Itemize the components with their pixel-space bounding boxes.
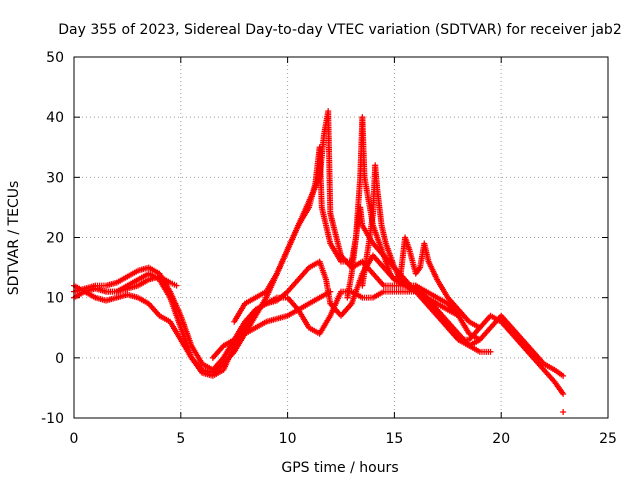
y-tick-label: 50 (46, 50, 64, 66)
x-tick-label: 10 (279, 431, 297, 447)
data-point (560, 408, 567, 415)
data-point (476, 336, 483, 343)
y-tick-label: 30 (46, 170, 64, 186)
y-tick-label: 20 (46, 231, 64, 247)
grid (74, 57, 608, 418)
data-point (560, 390, 567, 397)
y-tick-label: 10 (46, 291, 64, 307)
axis-ticks: 0 5 10 15 20 25 -10 0 10 20 30 40 50 (41, 50, 617, 447)
plot-frame (73, 56, 609, 419)
y-tick-label: 40 (46, 110, 64, 126)
chart-title: Day 355 of 2023, Sidereal Day-to-day VTE… (58, 22, 621, 38)
x-axis-label: GPS time / hours (281, 460, 398, 476)
data-point (476, 324, 483, 331)
x-tick-label: 20 (492, 431, 510, 447)
data-point (487, 348, 494, 355)
data-point (173, 282, 180, 289)
x-tick-label: 15 (385, 431, 403, 447)
x-tick-label: 0 (70, 431, 79, 447)
y-tick-label: -10 (41, 411, 64, 427)
data-point (560, 372, 567, 379)
data-points (71, 108, 567, 415)
x-tick-label: 25 (599, 431, 617, 447)
data-point (455, 312, 462, 319)
y-tick-label: 0 (55, 351, 64, 367)
y-axis-label: SDTVAR / TECUs (6, 181, 22, 296)
data-point (327, 288, 334, 295)
x-tick-label: 5 (176, 431, 185, 447)
